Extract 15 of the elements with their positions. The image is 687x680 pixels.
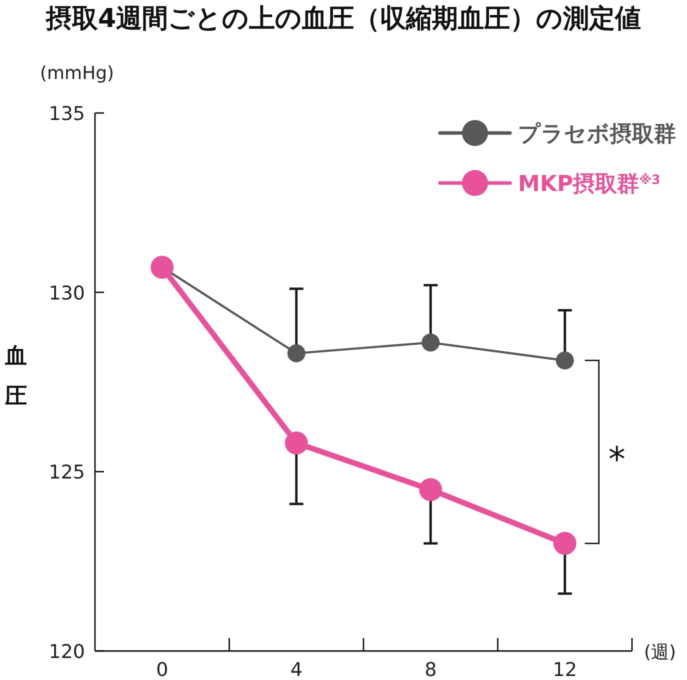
x-axis-title: (週) [644, 642, 676, 663]
x-tick-label: 0 [156, 659, 168, 680]
legend-label: MKP摂取群$^{※3}$ [518, 172, 660, 197]
x-tick-label: 12 [552, 659, 577, 680]
chart-title: 摂取4週間ごとの上の血圧（収縮期血圧）の測定値 [44, 4, 642, 34]
x-tick-label: 8 [424, 659, 437, 680]
x-tick-label: 4 [290, 659, 302, 680]
legend-label: プラセボ摂取群 [518, 122, 676, 147]
y-tick-label: 125 [48, 462, 85, 484]
annotation: * [608, 440, 626, 480]
y-tick-label: 120 [48, 641, 85, 663]
y-tick-label: 130 [48, 282, 85, 304]
text: (mmHg) [40, 63, 114, 84]
y-axis-title: 血圧 [4, 344, 27, 409]
y-tick-label: 135 [48, 103, 85, 125]
